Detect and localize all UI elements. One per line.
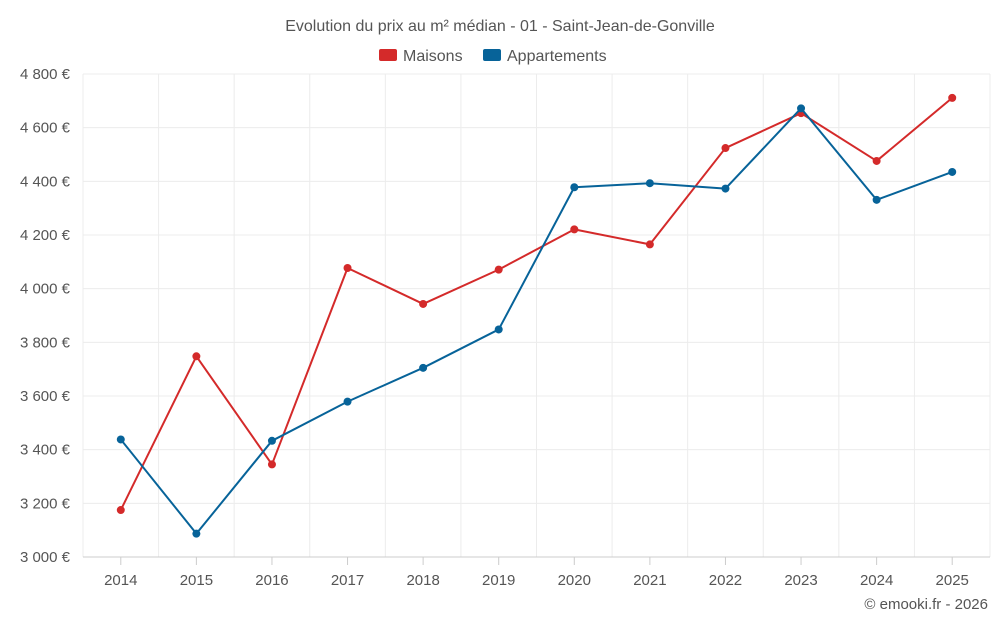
series-appartements [116,104,957,538]
series-maisons [116,93,957,515]
data-point-maisons-2025[interactable] [948,93,957,102]
data-point-appartements-2022[interactable] [721,184,730,193]
x-tick-label-2018: 2018 [406,572,439,589]
data-point-maisons-2018[interactable] [419,299,428,308]
series [116,93,957,538]
x-tick-label-2020: 2020 [558,572,591,589]
grid [82,73,991,557]
data-point-maisons-2015[interactable] [192,352,201,361]
data-point-appartements-2018[interactable] [419,363,428,372]
data-point-maisons-2014[interactable] [116,506,125,515]
data-point-appartements-2025[interactable] [948,167,957,176]
x-tick-label-2023: 2023 [784,572,817,589]
legend-item-maisons[interactable]: Maisons [379,48,463,65]
y-tick-label-3200: 3 200 € [20,495,71,512]
data-point-appartements-2017[interactable] [343,397,352,406]
x-axis: 2014 2015 2016 2017 2018 2019 2020 2021 2022 2023… [83,556,990,589]
y-tick-label-4600: 4 600 € [20,120,71,137]
legend-label-maisons: Maisons [403,48,463,65]
y-tick-label-4200: 4 200 € [20,227,71,244]
y-tick-label-4800: 4 800 € [20,66,71,83]
data-point-maisons-2019[interactable] [494,265,503,274]
data-point-maisons-2016[interactable] [267,460,276,469]
legend: Maisons Appartements [379,48,607,65]
y-tick-label-4400: 4 400 € [20,173,71,190]
data-point-appartements-2014[interactable] [116,435,125,444]
x-tick-label-2015: 2015 [180,572,213,589]
y-tick-label-3600: 3 600 € [20,388,71,405]
legend-swatch-appartements [483,49,501,61]
data-point-appartements-2020[interactable] [570,183,579,192]
legend-item-appartements[interactable]: Appartements [483,48,607,65]
x-tick-label-2016: 2016 [255,572,288,589]
credit-text: © emooki.fr - 2026 [864,596,988,613]
chart-title: Evolution du prix au m² médian - 01 - Sa… [285,18,715,35]
series-line-appartements [120,107,953,535]
legend-label-appartements: Appartements [507,48,607,65]
data-point-appartements-2015[interactable] [192,529,201,538]
data-point-maisons-2017[interactable] [343,264,352,273]
y-tick-label-3400: 3 400 € [20,442,71,459]
y-axis: 3 000 € 3 200 € 3 400 € 3 600 € 3 800 € 4 000… [20,66,71,566]
x-tick-label-2024: 2024 [860,572,893,589]
x-tick-label-2014: 2014 [104,572,137,589]
data-point-maisons-2022[interactable] [721,144,730,153]
data-point-maisons-2021[interactable] [645,240,654,249]
y-tick-label-3800: 3 800 € [20,334,71,351]
data-point-appartements-2016[interactable] [267,436,276,445]
y-tick-label-4000: 4 000 € [20,281,71,298]
data-point-maisons-2020[interactable] [570,225,579,234]
x-tick-label-2017: 2017 [331,572,364,589]
x-tick-label-2022: 2022 [709,572,742,589]
x-tick-label-2021: 2021 [633,572,666,589]
x-tick-label-2025: 2025 [936,572,969,589]
data-point-appartements-2021[interactable] [645,179,654,188]
data-point-maisons-2024[interactable] [872,156,881,165]
data-point-appartements-2023[interactable] [797,104,806,113]
legend-swatch-maisons [379,49,397,61]
y-tick-label-3000: 3 000 € [20,549,71,566]
series-line-maisons [119,97,953,511]
x-tick-label-2019: 2019 [482,572,515,589]
data-point-appartements-2024[interactable] [872,195,881,204]
data-point-appartements-2019[interactable] [494,325,503,334]
